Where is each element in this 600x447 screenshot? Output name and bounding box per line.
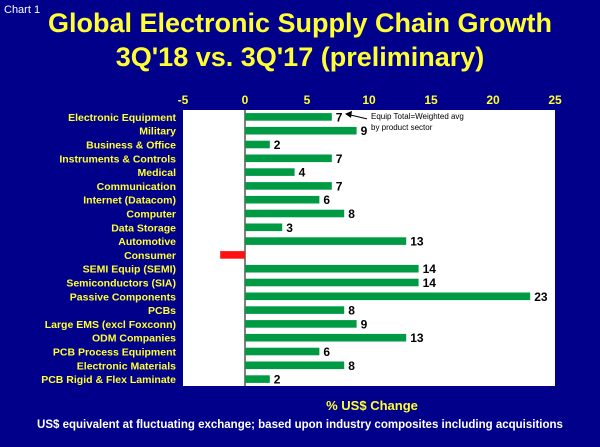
x-tick-label: 15	[424, 93, 438, 107]
data-label: 8	[348, 207, 355, 221]
x-tick-label: 5	[304, 93, 311, 107]
category-label: SEMI Equip (SEMI)	[83, 264, 176, 276]
bar	[245, 320, 357, 328]
footnote: US$ equivalent at fluctuating exchange; …	[37, 419, 563, 431]
category-label: Internet (Datacom)	[83, 195, 176, 207]
x-tick-label: -5	[178, 93, 189, 107]
bar	[220, 251, 245, 259]
category-label: Medical	[137, 167, 176, 179]
data-label: 8	[348, 304, 355, 318]
category-label: Consumer	[124, 250, 176, 262]
bar	[245, 333, 407, 342]
category-label: Electronic Equipment	[68, 112, 176, 124]
data-label: 2	[274, 373, 281, 387]
bar	[245, 113, 332, 121]
chart-title-line-2: 3Q'18 vs. 3Q'17 (preliminary)	[115, 42, 485, 72]
data-label: 7	[336, 179, 343, 193]
bar	[245, 264, 419, 273]
data-label: 9	[361, 317, 368, 331]
category-label: PCBs	[148, 305, 176, 317]
category-label: Semiconductors (SIA)	[66, 278, 176, 290]
bar	[245, 237, 407, 245]
annotation-text: Equip Total=Weighted avg	[371, 112, 464, 121]
bar	[245, 140, 270, 149]
bar	[245, 195, 320, 204]
x-tick-label: 0	[242, 93, 249, 107]
category-label: Military	[139, 126, 176, 138]
category-label: PCB Process Equipment	[53, 347, 177, 359]
data-label: 14	[423, 262, 437, 276]
data-label: -2	[205, 248, 216, 262]
data-label: 4	[299, 166, 306, 180]
annotation-text: by product sector	[371, 123, 433, 132]
annotation-arrow-head	[345, 110, 352, 118]
x-tick-label: 20	[486, 93, 500, 107]
bar	[245, 292, 531, 301]
data-label: 23	[534, 290, 548, 304]
bar	[245, 209, 345, 218]
bar	[245, 126, 357, 135]
data-label: 13	[410, 235, 424, 249]
data-label: 3	[286, 221, 293, 235]
bar	[245, 347, 320, 356]
bar	[245, 154, 332, 163]
category-label: Electronic Materials	[77, 360, 176, 372]
data-label: 8	[348, 359, 355, 373]
category-label: Large EMS (excl Foxconn)	[45, 319, 176, 331]
annotation-arrow-line	[349, 114, 368, 120]
x-tick-label: 25	[548, 93, 562, 107]
category-label: Automotive	[118, 236, 176, 248]
category-label: Business & Office	[86, 140, 176, 152]
data-label: 7	[336, 110, 343, 124]
data-label: 9	[361, 124, 368, 138]
bar	[245, 361, 345, 370]
category-label: Computer	[126, 209, 176, 221]
category-label: Instruments & Controls	[59, 153, 176, 165]
x-axis-title: % US$ Change	[326, 398, 418, 413]
plot-area	[183, 110, 555, 386]
data-label: 6	[323, 345, 330, 359]
bar	[245, 375, 270, 383]
category-label: Data Storage	[111, 222, 176, 234]
chart-title-line-1: Global Electronic Supply Chain Growth	[47, 8, 553, 38]
category-label: ODM Companies	[92, 333, 176, 345]
bar	[245, 278, 419, 287]
category-label: PCB Rigid & Flex Laminate	[41, 374, 176, 386]
bar	[245, 182, 332, 190]
data-label: 7	[336, 152, 343, 166]
x-tick-label: 10	[362, 93, 376, 107]
data-label: 14	[423, 276, 437, 290]
chart-label: Chart 1	[4, 4, 41, 16]
bar	[245, 168, 295, 176]
category-label: Communication	[97, 181, 176, 193]
bar	[245, 223, 283, 232]
bar	[245, 306, 345, 314]
data-label: 13	[410, 331, 424, 345]
data-label: 6	[323, 193, 330, 207]
data-label: 2	[274, 138, 281, 152]
category-label: Passive Components	[70, 291, 176, 303]
